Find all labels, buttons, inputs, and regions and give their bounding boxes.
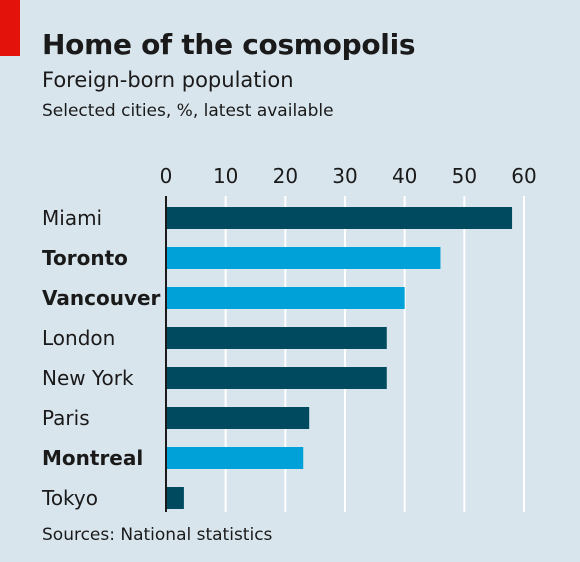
x-tick-label: 60 xyxy=(511,164,536,188)
bar-paris xyxy=(166,407,310,429)
x-tick-label: 30 xyxy=(332,164,357,188)
category-label: London xyxy=(42,326,115,350)
chart-title: Home of the cosmopolis xyxy=(42,28,416,61)
x-tick-label: 20 xyxy=(273,164,298,188)
bar-miami xyxy=(166,207,513,229)
category-label: Montreal xyxy=(42,446,143,470)
category-labels: Miami Toronto Vancouver London New York Paris… xyxy=(41,206,161,510)
x-tick-label: 40 xyxy=(392,164,417,188)
x-tick-label: 0 xyxy=(160,164,173,188)
bar-toronto xyxy=(166,247,441,269)
bars xyxy=(166,207,513,509)
chart-unit-note: Selected cities, %, latest available xyxy=(42,101,334,121)
bar-london xyxy=(166,327,387,349)
category-label: Miami xyxy=(42,206,102,230)
x-tick-label: 50 xyxy=(452,164,477,188)
bar-tokyo xyxy=(166,487,184,509)
x-axis-ticks: 0 10 20 30 40 50 60 xyxy=(160,164,537,188)
category-label: Tokyo xyxy=(41,486,98,510)
bar-new-york xyxy=(166,367,387,389)
category-label: Paris xyxy=(42,406,90,430)
x-tick-label: 10 xyxy=(213,164,238,188)
bar-vancouver xyxy=(166,287,405,309)
category-label: New York xyxy=(42,366,134,390)
category-label: Vancouver xyxy=(42,286,161,310)
category-label: Toronto xyxy=(42,246,128,270)
bar-montreal xyxy=(166,447,304,469)
source-note: Sources: National statistics xyxy=(42,525,273,545)
chart-subtitle: Foreign-born population xyxy=(42,68,294,92)
brand-red-tab xyxy=(0,0,20,56)
